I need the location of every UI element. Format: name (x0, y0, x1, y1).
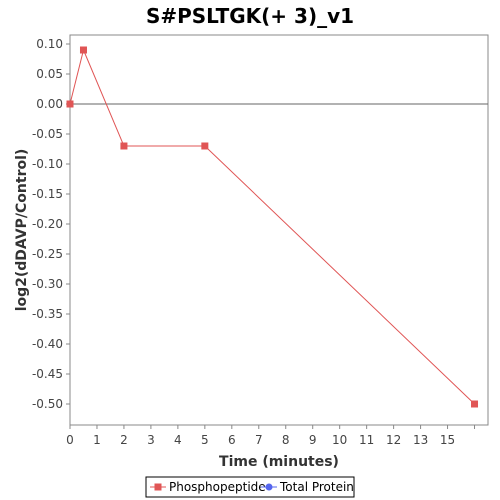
y-tick-label: -0.45 (32, 367, 63, 381)
x-tick-label: 1 (93, 433, 101, 447)
x-tick-label: 15 (440, 433, 455, 447)
x-tick-label: 3 (147, 433, 155, 447)
legend-label: Phosphopeptide (169, 480, 266, 494)
y-tick-label: 0.00 (36, 97, 63, 111)
y-tick-label: -0.50 (32, 397, 63, 411)
x-axis-title: Time (minutes) (219, 454, 339, 470)
x-tick-label: 10 (332, 433, 347, 447)
y-tick-label: -0.30 (32, 277, 63, 291)
x-tick-label: 11 (359, 433, 374, 447)
x-tick-label: 4 (174, 433, 182, 447)
series-layer (66, 46, 479, 408)
y-tick-label: -0.05 (32, 127, 63, 141)
x-tick-label: 9 (309, 433, 317, 447)
x-tick-label: 0 (66, 433, 74, 447)
data-point (201, 142, 209, 150)
y-tick-label: -0.20 (32, 217, 63, 231)
chart-title: S#PSLTGK(+ 3)_v1 (146, 4, 354, 28)
legend: Phosphopeptide Total Protein (145, 476, 355, 498)
y-tick-label: 0.10 (36, 37, 63, 51)
x-tick-label: 6 (228, 433, 236, 447)
legend-marker (154, 483, 162, 491)
legend-box (145, 476, 355, 498)
x-axis: 0 1 2 3 4 5 6 7 8 9 10 11 12 13 15 (66, 425, 476, 447)
legend-marker (265, 483, 273, 491)
y-tick-label: 0.05 (36, 67, 63, 81)
x-tick-label: 12 (386, 433, 401, 447)
y-tick-label: -0.40 (32, 337, 63, 351)
x-tick-label: 13 (413, 433, 428, 447)
x-tick-label: 2 (120, 433, 128, 447)
plot-area (69, 34, 489, 426)
x-tick-label: 8 (282, 433, 290, 447)
data-point (120, 142, 128, 150)
data-point (471, 400, 479, 408)
y-axis-title: log2(dDAVP/Control) (14, 149, 30, 312)
y-tick-label: -0.25 (32, 247, 63, 261)
data-point (79, 46, 87, 54)
y-axis: 0.10 0.05 0.00 -0.05 -0.10 -0.15 -0.20 -0.25 -0.… (32, 37, 70, 411)
y-tick-label: -0.15 (32, 187, 63, 201)
x-tick-label: 7 (255, 433, 263, 447)
x-tick-label: 5 (201, 433, 209, 447)
legend-label: Total Protein (279, 480, 354, 494)
y-tick-label: -0.10 (32, 157, 63, 171)
y-tick-label: -0.35 (32, 307, 63, 321)
data-point (66, 100, 74, 108)
